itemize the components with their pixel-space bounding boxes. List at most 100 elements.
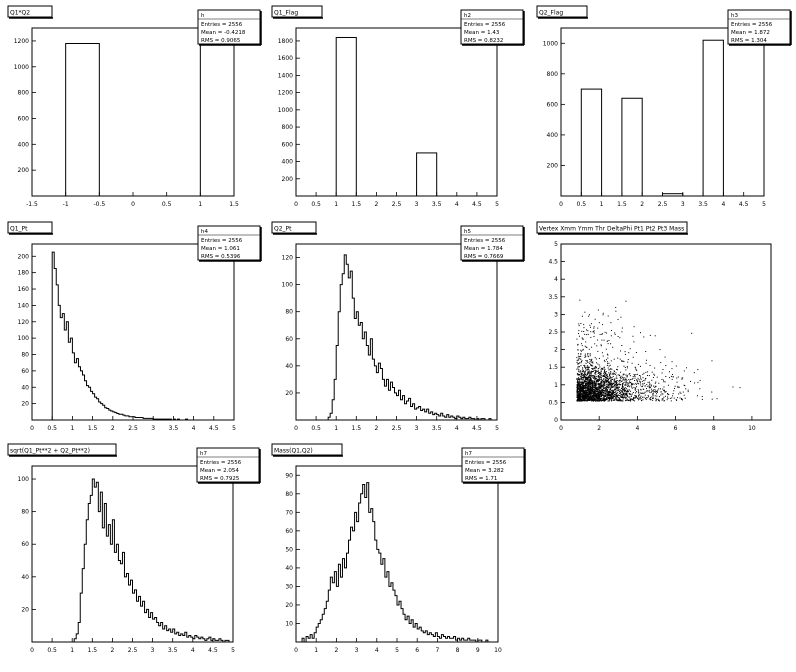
scatter-point (604, 394, 606, 396)
scatter-point (608, 394, 610, 396)
scatter-point (611, 385, 613, 387)
scatter-point (656, 391, 658, 393)
scatter-point (642, 377, 644, 379)
scatter-point (605, 399, 607, 401)
x-tick-label: 8 (712, 425, 716, 432)
scatter-point (673, 387, 675, 389)
scatter-point (638, 392, 640, 394)
scatter-point (595, 387, 597, 389)
scatter-point (584, 400, 586, 402)
scatter-point (658, 396, 660, 398)
scatter-point (587, 390, 589, 392)
stats-name: h2 (464, 13, 471, 19)
scatter-point (603, 339, 605, 341)
pad-8: Mass(Q1,Q2)0 1 2 3 4 5 6 7 8 9 1010203040506070809… (271, 443, 526, 654)
scatter-point (619, 337, 621, 339)
scatter-point (671, 368, 673, 370)
scatter-point (634, 388, 636, 390)
scatter-point (636, 379, 638, 381)
scatter-point (622, 383, 624, 385)
scatter-point (662, 379, 664, 381)
scatter-point (614, 371, 616, 373)
scatter-point (588, 367, 590, 369)
scatter-point (611, 394, 613, 396)
scatter-point (583, 382, 585, 384)
scatter-point (605, 395, 607, 397)
scatter-point (649, 391, 651, 393)
scatter-point (624, 384, 626, 386)
scatter-point (615, 394, 617, 396)
scatter-point (635, 382, 637, 384)
scatter-point (594, 396, 596, 398)
scatter-point (591, 400, 593, 402)
scatter-point (596, 389, 598, 391)
scatter-point (624, 384, 626, 386)
scatter-point (596, 389, 598, 391)
scatter-point (590, 400, 592, 402)
plot-frame (31, 27, 235, 197)
scatter-point (599, 391, 601, 393)
scatter-point (585, 377, 587, 379)
scatter-point (585, 391, 587, 393)
scatter-point (585, 378, 587, 380)
scatter-point (623, 365, 625, 367)
scatter-point (655, 391, 657, 393)
y-tick-label: 60 (285, 336, 293, 343)
scatter-point (597, 380, 599, 382)
scatter-point (616, 387, 618, 389)
scatter-point (628, 352, 630, 354)
axes: 0 0.5 1 1.5 2 2.5 3 3.5 4 4.5 52004006008001000120… (278, 38, 499, 208)
title-box: Q2_Flag (536, 5, 588, 19)
scatter-point (599, 396, 601, 398)
scatter-point (661, 372, 663, 374)
scatter-point (614, 332, 616, 334)
y-tick-label: 400 (282, 159, 294, 166)
scatter-point (593, 367, 595, 369)
scatter-point (589, 383, 591, 385)
scatter-point (582, 400, 584, 402)
scatter-point (579, 394, 581, 396)
scatter-point (578, 357, 580, 359)
scatter-point (588, 382, 590, 384)
scatter-point (592, 387, 594, 389)
x-tick-label: 5 (495, 201, 499, 208)
scatter-point (671, 361, 673, 363)
scatter-point (598, 322, 600, 324)
scatter-point (584, 380, 586, 382)
scatter-point (648, 385, 650, 387)
scatter-point (578, 399, 580, 401)
scatter-point (595, 396, 597, 398)
scatter-point (641, 400, 643, 402)
stats-frame (197, 9, 261, 45)
stats-name: h5 (464, 229, 471, 235)
scatter-point (580, 393, 582, 395)
scatter-point (592, 399, 594, 401)
scatter-point (644, 394, 646, 396)
scatter-point (608, 396, 610, 398)
scatter-point (588, 389, 590, 391)
scatter-point (608, 372, 610, 374)
scatter-point (667, 394, 669, 396)
scatter-point (589, 391, 591, 393)
scatter-point (585, 360, 587, 362)
scatter-point (622, 399, 624, 401)
scatter-point (611, 389, 613, 391)
scatter-point (656, 390, 658, 392)
scatter-point (633, 397, 635, 399)
scatter-point (586, 396, 588, 398)
scatter-point (602, 395, 604, 397)
scatter-point (633, 387, 635, 389)
scatter-point (587, 378, 589, 380)
scatter-point (590, 396, 592, 398)
scatter-point (576, 385, 578, 387)
scatter-point (600, 378, 602, 380)
scatter-point (640, 392, 642, 394)
scatter-point (649, 386, 651, 388)
scatter-point (587, 366, 589, 368)
scatter-point (590, 392, 592, 394)
scatter-point (577, 367, 579, 369)
scatter-point (652, 389, 654, 391)
scatter-point (621, 327, 623, 329)
scatter-point (580, 371, 582, 373)
scatter-point (578, 370, 580, 372)
